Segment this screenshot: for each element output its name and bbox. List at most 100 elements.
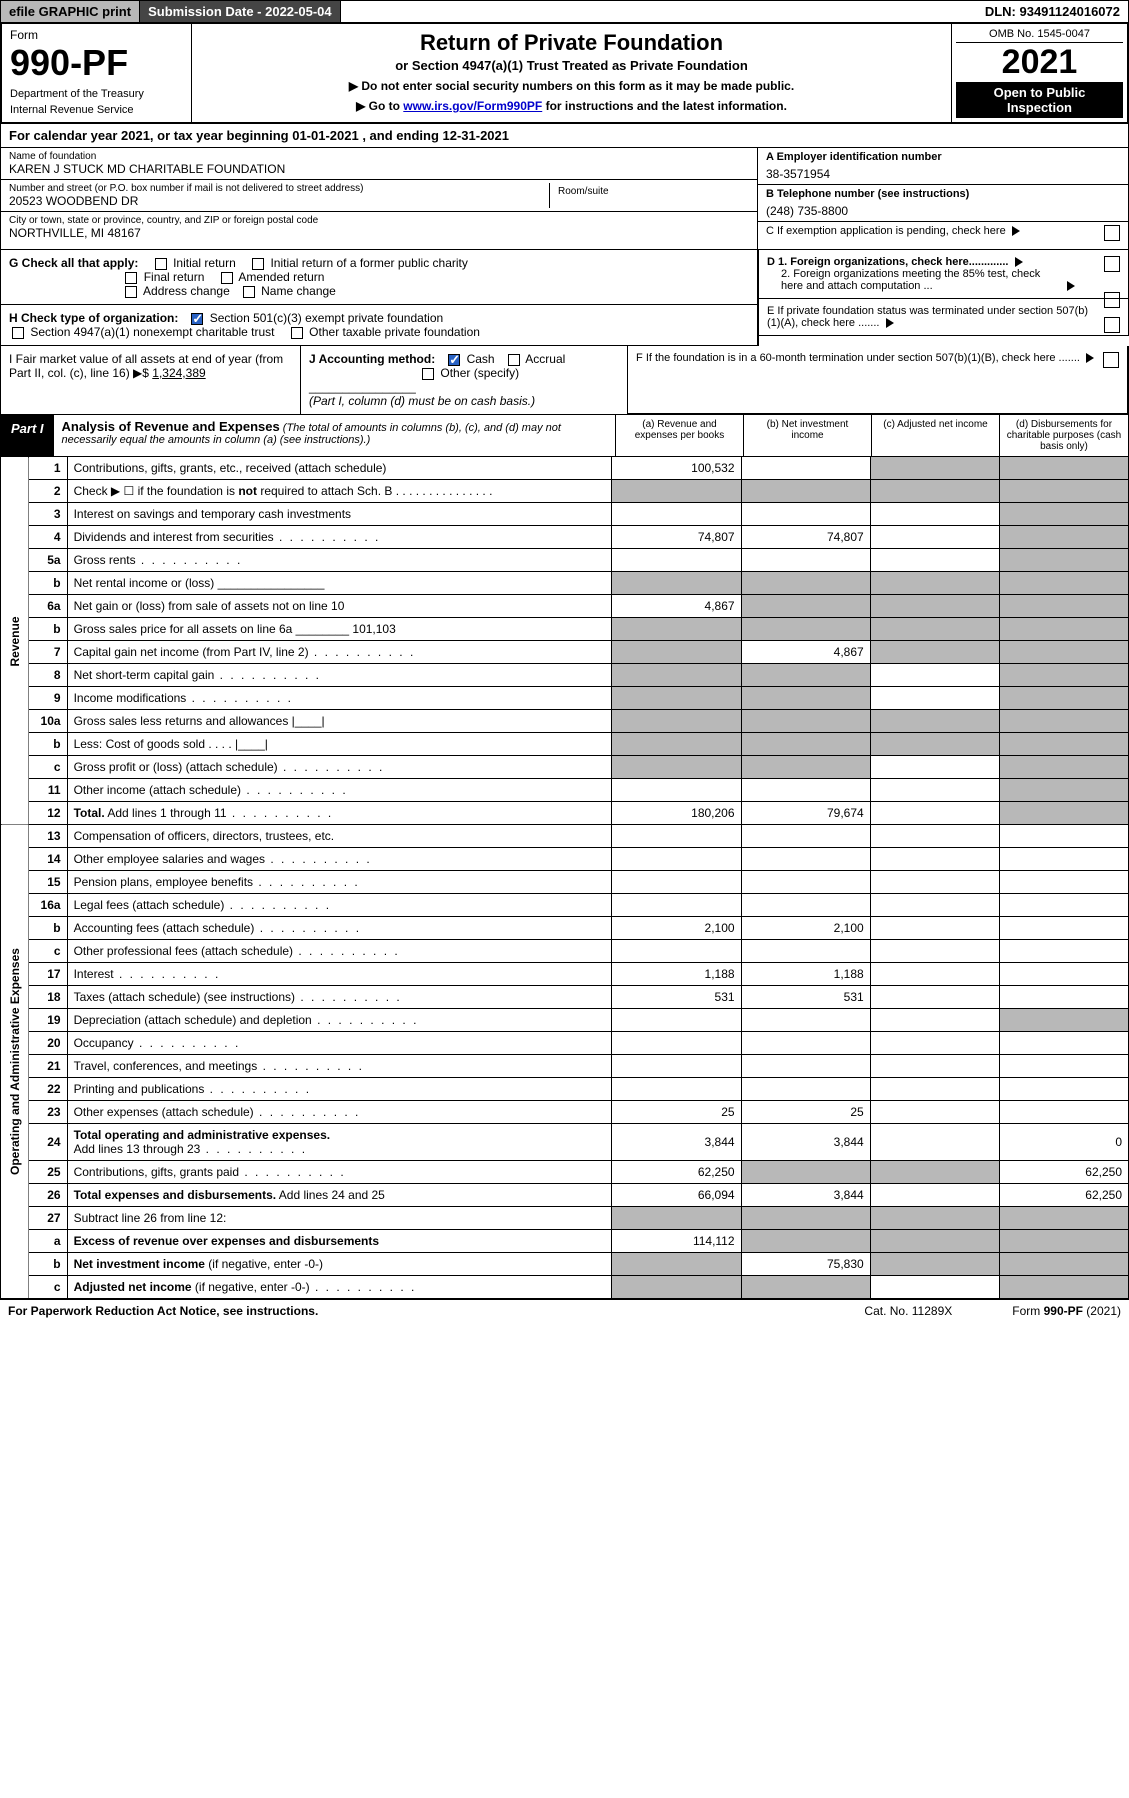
form-word: Form [10, 28, 183, 42]
revenue-side-label: Revenue [1, 457, 29, 825]
checkbox-address-change[interactable] [125, 286, 137, 298]
amount-cell: 4,867 [612, 595, 741, 618]
table-row: 24Total operating and administrative exp… [1, 1124, 1129, 1161]
checkbox-c[interactable] [1104, 225, 1120, 241]
amount-cell [870, 940, 999, 963]
amount-cell: 531 [612, 986, 741, 1009]
amount-cell [612, 618, 741, 641]
table-row: bLess: Cost of goods sold . . . . |____| [1, 733, 1129, 756]
telephone-row: B Telephone number (see instructions) (2… [758, 185, 1128, 222]
checkbox-other-taxable[interactable] [291, 327, 303, 339]
line-number: 6a [29, 595, 67, 618]
checkbox-d1[interactable] [1104, 256, 1120, 272]
amount-cell [870, 480, 999, 503]
efile-print-button[interactable]: efile GRAPHIC print [1, 1, 140, 22]
amount-cell: 531 [741, 986, 870, 1009]
amount-cell: 3,844 [741, 1124, 870, 1161]
line-description: Dividends and interest from securities [67, 526, 612, 549]
amount-cell [741, 595, 870, 618]
checkbox-4947a1[interactable] [12, 327, 24, 339]
amount-cell: 74,807 [741, 526, 870, 549]
checkbox-other-method[interactable] [422, 368, 434, 380]
form990pf-link[interactable]: www.irs.gov/Form990PF [403, 99, 542, 113]
dln: DLN: 93491124016072 [977, 1, 1128, 22]
amount-cell [870, 595, 999, 618]
table-row: 5aGross rents [1, 549, 1129, 572]
line-number: 7 [29, 641, 67, 664]
table-row: bNet rental income or (loss) ___________… [1, 572, 1129, 595]
amount-cell [870, 848, 999, 871]
line-description: Other expenses (attach schedule) [67, 1101, 612, 1124]
amount-cell [999, 1032, 1128, 1055]
amount-cell [999, 1078, 1128, 1101]
amount-cell [612, 1055, 741, 1078]
form-ref: Form 990-PF (2021) [1012, 1304, 1121, 1318]
part-description: Analysis of Revenue and Expenses (The to… [54, 415, 616, 456]
checkbox-initial-public[interactable] [252, 258, 264, 270]
amount-cell [741, 940, 870, 963]
line-description: Net investment income (if negative, ente… [67, 1253, 612, 1276]
checkbox-e[interactable] [1104, 317, 1120, 333]
table-row: 21Travel, conferences, and meetings [1, 1055, 1129, 1078]
amount-cell [612, 756, 741, 779]
checkbox-f[interactable] [1103, 352, 1119, 368]
amount-cell [870, 618, 999, 641]
table-row: 2Check ▶ ☐ if the foundation is not requ… [1, 480, 1129, 503]
checkbox-accrual[interactable] [508, 354, 520, 366]
amount-cell [870, 733, 999, 756]
table-row: 9Income modifications [1, 687, 1129, 710]
amount-cell [612, 572, 741, 595]
section-i: I Fair market value of all assets at end… [1, 346, 301, 414]
amount-cell [870, 503, 999, 526]
amount-cell [612, 1009, 741, 1032]
checkbox-initial-return[interactable] [155, 258, 167, 270]
line-description: Adjusted net income (if negative, enter … [67, 1276, 612, 1299]
omb-number: OMB No. 1545-0047 [956, 28, 1123, 43]
checkbox-amended[interactable] [221, 272, 233, 284]
amount-cell [870, 963, 999, 986]
amount-cell [612, 687, 741, 710]
ssn-warning: ▶ Do not enter social security numbers o… [198, 79, 945, 93]
amount-cell [999, 1276, 1128, 1299]
amount-cell [999, 480, 1128, 503]
line-description: Other professional fees (attach schedule… [67, 940, 612, 963]
line-number: 19 [29, 1009, 67, 1032]
line-description: Compensation of officers, directors, tru… [67, 825, 612, 848]
amount-cell: 2,100 [612, 917, 741, 940]
table-row: 26Total expenses and disbursements. Add … [1, 1184, 1129, 1207]
table-row: 19Depreciation (attach schedule) and dep… [1, 1009, 1129, 1032]
line-description: Interest [67, 963, 612, 986]
amount-cell [870, 1124, 999, 1161]
amount-cell [612, 848, 741, 871]
amount-cell [999, 549, 1128, 572]
line-number: b [29, 572, 67, 595]
amount-cell [612, 1276, 741, 1299]
line-description: Gross sales price for all assets on line… [67, 618, 612, 641]
amount-cell [870, 457, 999, 480]
checkbox-final-return[interactable] [125, 272, 137, 284]
checkbox-cash[interactable] [448, 354, 460, 366]
line-number: 17 [29, 963, 67, 986]
table-row: 11Other income (attach schedule) [1, 779, 1129, 802]
amount-cell: 66,094 [612, 1184, 741, 1207]
amount-cell [870, 549, 999, 572]
amount-cell [870, 1230, 999, 1253]
top-bar: efile GRAPHIC print Submission Date - 20… [0, 0, 1129, 23]
line-description: Capital gain net income (from Part IV, l… [67, 641, 612, 664]
amount-cell [870, 894, 999, 917]
table-row: 27Subtract line 26 from line 12: [1, 1207, 1129, 1230]
line-number: 18 [29, 986, 67, 1009]
amount-cell [741, 618, 870, 641]
amount-cell [870, 825, 999, 848]
line-number: 2 [29, 480, 67, 503]
page-footer: For Paperwork Reduction Act Notice, see … [0, 1299, 1129, 1322]
line-number: 9 [29, 687, 67, 710]
section-h: H Check type of organization: Section 50… [0, 305, 758, 346]
table-row: aExcess of revenue over expenses and dis… [1, 1230, 1129, 1253]
amount-cell [999, 503, 1128, 526]
line-description: Interest on savings and temporary cash i… [67, 503, 612, 526]
checkbox-501c3[interactable] [191, 313, 203, 325]
line-description: Occupancy [67, 1032, 612, 1055]
line-number: b [29, 733, 67, 756]
checkbox-name-change[interactable] [243, 286, 255, 298]
